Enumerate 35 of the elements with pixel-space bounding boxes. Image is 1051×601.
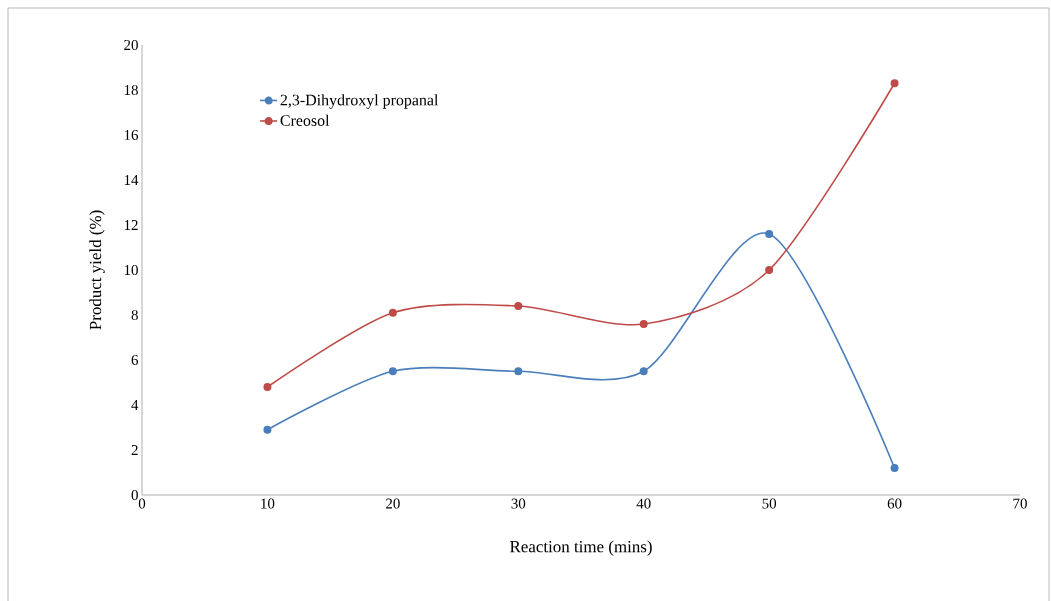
x-tick-label: 70	[1013, 498, 1027, 509]
y-axis-title: Product yield (%)	[89, 210, 105, 330]
x-tick-label: 40	[636, 498, 651, 509]
y-tick-label: 6	[131, 354, 139, 366]
point	[263, 383, 272, 391]
point	[639, 367, 648, 376]
point	[514, 367, 523, 376]
y-tick-label: 0	[131, 489, 138, 501]
legend-label: 2,3-Dihydroxyl propanal	[280, 94, 439, 109]
point	[890, 464, 899, 472]
y-tick-label: 14	[124, 175, 139, 185]
y-tick-label: 12	[124, 220, 138, 230]
y-tick-label: 20	[124, 39, 138, 51]
point	[263, 425, 272, 434]
y-tick-label: 8	[131, 309, 138, 321]
point	[765, 230, 774, 238]
y-tick-label: 10	[124, 264, 138, 276]
x-tick-label: 10	[261, 498, 275, 509]
x-tick-label: 60	[887, 498, 902, 509]
x-tick-label: 0	[138, 498, 146, 509]
legend-label: Creosol	[280, 114, 330, 126]
point	[388, 308, 397, 317]
point	[765, 266, 774, 274]
point	[388, 367, 397, 376]
point	[514, 302, 523, 310]
x-axis-title: Reaction time (mins)	[510, 540, 652, 556]
point	[890, 79, 899, 88]
x-tick-label: 20	[386, 498, 400, 509]
x-tick-label: 50	[762, 498, 777, 509]
y-tick-label: 16	[124, 129, 139, 141]
y-tick-label: 18	[124, 84, 138, 96]
y-tick-label: 4	[131, 400, 139, 410]
point	[639, 320, 648, 328]
x-tick-label: 30	[511, 498, 526, 509]
y-tick-label: 2	[131, 445, 138, 455]
